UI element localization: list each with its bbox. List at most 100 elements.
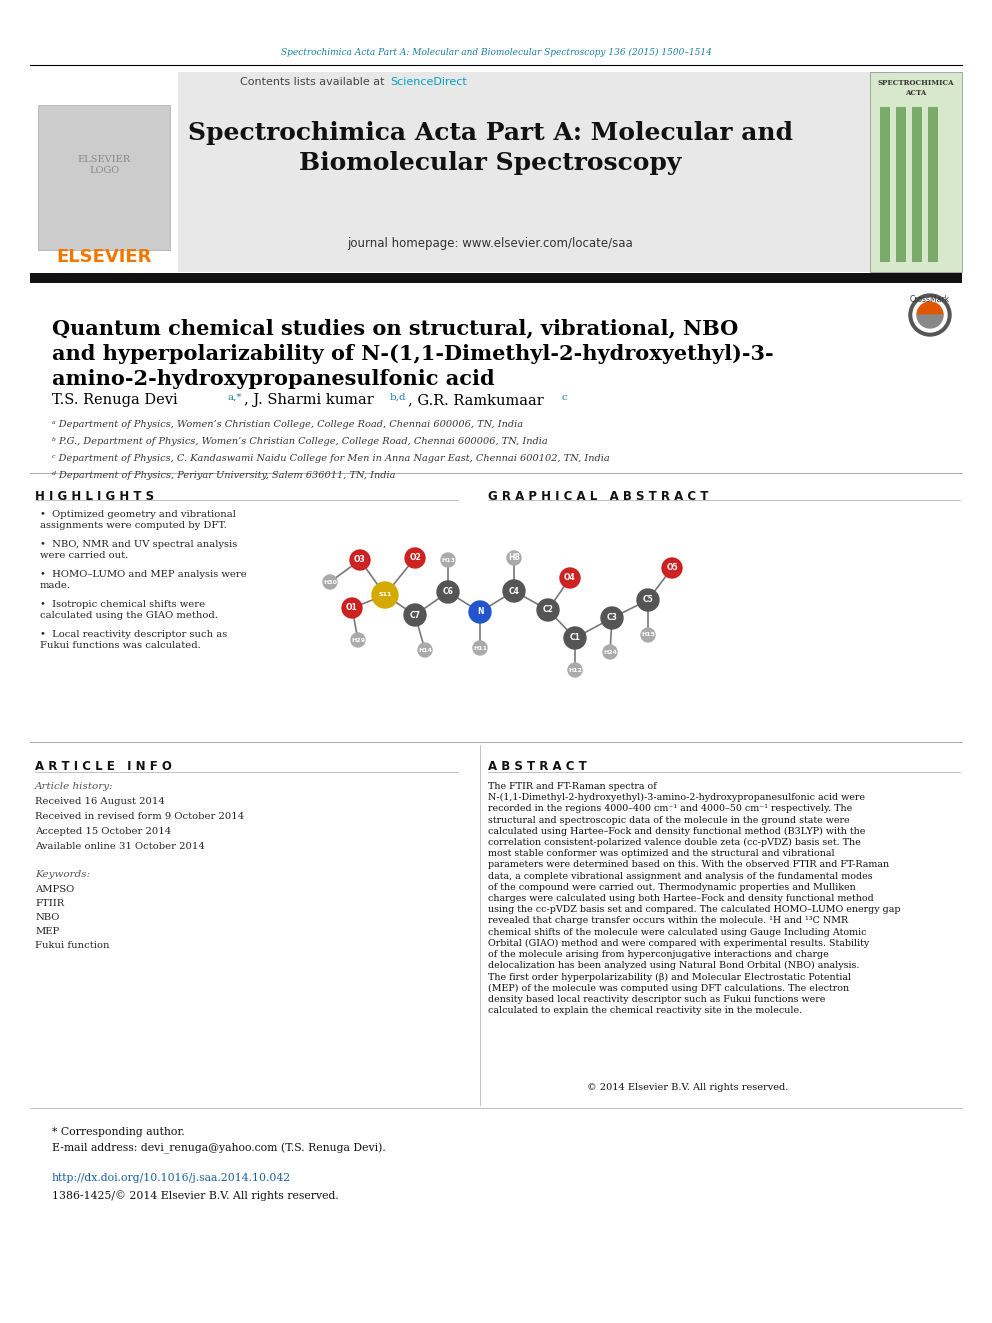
Text: C2: C2 (543, 606, 554, 614)
Text: of the molecule arising from hyperconjugative interactions and charge: of the molecule arising from hyperconjug… (488, 950, 828, 959)
FancyBboxPatch shape (912, 107, 922, 262)
Text: SPECTROCHIMICA
ACTA: SPECTROCHIMICA ACTA (878, 79, 954, 97)
Circle shape (603, 646, 617, 659)
Text: structural and spectroscopic data of the molecule in the ground state were: structural and spectroscopic data of the… (488, 815, 849, 824)
Text: , J. Sharmi kumar: , J. Sharmi kumar (244, 393, 378, 407)
Text: H12: H12 (568, 668, 582, 672)
Text: Received 16 August 2014: Received 16 August 2014 (35, 796, 165, 806)
Text: © 2014 Elsevier B.V. All rights reserved.: © 2014 Elsevier B.V. All rights reserved… (587, 1084, 789, 1091)
Circle shape (560, 568, 580, 587)
Circle shape (913, 298, 947, 332)
Text: Received in revised form 9 October 2014: Received in revised form 9 October 2014 (35, 812, 244, 822)
Text: C7: C7 (410, 610, 421, 619)
Text: ᶜ Department of Physics, C. Kandaswami Naidu College for Men in Anna Nagar East,: ᶜ Department of Physics, C. Kandaswami N… (52, 454, 610, 463)
Text: •  Isotropic chemical shifts were
calculated using the GIAO method.: • Isotropic chemical shifts were calcula… (40, 601, 218, 620)
Text: N-(1,1-Dimethyl-2-hydroxyethyl)-3-amino-2-hydroxypropanesulfonic acid were: N-(1,1-Dimethyl-2-hydroxyethyl)-3-amino-… (488, 794, 865, 802)
Circle shape (351, 632, 365, 647)
Text: b,d: b,d (390, 393, 407, 402)
Text: recorded in the regions 4000–400 cm⁻¹ and 4000–50 cm⁻¹ respectively. The: recorded in the regions 4000–400 cm⁻¹ an… (488, 804, 852, 814)
Text: Spectrochimica Acta Part A: Molecular and
Biomolecular Spectroscopy: Spectrochimica Acta Part A: Molecular an… (187, 120, 793, 176)
Circle shape (568, 663, 582, 677)
Text: parameters were determined based on this. With the observed FTIR and FT-Raman: parameters were determined based on this… (488, 860, 889, 869)
Text: O1: O1 (346, 603, 358, 613)
Text: AMPSO: AMPSO (35, 885, 74, 894)
Text: of the compound were carried out. Thermodynamic properties and Mulliken: of the compound were carried out. Thermo… (488, 882, 856, 892)
Text: H8: H8 (508, 553, 520, 562)
Circle shape (405, 548, 425, 568)
Text: NBO: NBO (35, 913, 60, 922)
Text: revealed that charge transfer occurs within the molecule. ¹H and ¹³C NMR: revealed that charge transfer occurs wit… (488, 917, 848, 925)
Text: The first order hyperpolarizability (β) and Molecular Electrostatic Potential: The first order hyperpolarizability (β) … (488, 972, 851, 982)
Text: C1: C1 (569, 634, 580, 643)
Text: E-mail address: devi_renuga@yahoo.com (T.S. Renuga Devi).: E-mail address: devi_renuga@yahoo.com (T… (52, 1143, 386, 1154)
Text: correlation consistent-polarized valence double zeta (cc-pVDZ) basis set. The: correlation consistent-polarized valence… (488, 837, 861, 847)
Text: using the cc-pVDZ basis set and compared. The calculated HOMO–LUMO energy gap: using the cc-pVDZ basis set and compared… (488, 905, 901, 914)
Text: * Corresponding author.: * Corresponding author. (52, 1127, 185, 1136)
Text: Orbital (GIAO) method and were compared with experimental results. Stability: Orbital (GIAO) method and were compared … (488, 939, 869, 947)
Circle shape (507, 550, 521, 565)
Text: c: c (562, 393, 567, 402)
Circle shape (404, 605, 426, 626)
Text: A B S T R A C T: A B S T R A C T (488, 759, 586, 773)
FancyBboxPatch shape (880, 107, 890, 262)
Text: O5: O5 (667, 564, 678, 573)
Circle shape (469, 601, 491, 623)
Text: N: N (477, 607, 483, 617)
Circle shape (372, 582, 398, 609)
Text: A R T I C L E   I N F O: A R T I C L E I N F O (35, 759, 172, 773)
Text: C3: C3 (606, 614, 617, 623)
Circle shape (437, 581, 459, 603)
Text: ELSEVIER: ELSEVIER (57, 247, 152, 266)
Circle shape (342, 598, 362, 618)
Circle shape (418, 643, 432, 658)
Text: ᵇ P.G., Department of Physics, Women’s Christian College, College Road, Chennai : ᵇ P.G., Department of Physics, Women’s C… (52, 437, 548, 446)
Text: calculated using Hartee–Fock and density functional method (B3LYP) with the: calculated using Hartee–Fock and density… (488, 827, 865, 836)
Text: Keywords:: Keywords: (35, 871, 90, 878)
Text: most stable conformer was optimized and the structural and vibrational: most stable conformer was optimized and … (488, 849, 834, 859)
FancyBboxPatch shape (38, 105, 170, 250)
Wedge shape (917, 315, 943, 328)
Text: ELSEVIER
LOGO: ELSEVIER LOGO (77, 155, 131, 175)
Text: H13: H13 (441, 557, 455, 562)
Text: http://dx.doi.org/10.1016/j.saa.2014.10.042: http://dx.doi.org/10.1016/j.saa.2014.10.… (52, 1174, 292, 1183)
FancyBboxPatch shape (30, 71, 892, 273)
Text: MEP: MEP (35, 927, 60, 935)
Text: O4: O4 (564, 573, 576, 582)
Text: CrossMark: CrossMark (910, 295, 950, 304)
Circle shape (909, 294, 951, 336)
Text: Quantum chemical studies on structural, vibrational, NBO
and hyperpolarizability: Quantum chemical studies on structural, … (52, 318, 774, 389)
Text: O2: O2 (409, 553, 421, 562)
Text: O3: O3 (354, 556, 366, 565)
FancyBboxPatch shape (896, 107, 906, 262)
Text: •  NBO, NMR and UV spectral analysis
were carried out.: • NBO, NMR and UV spectral analysis were… (40, 540, 237, 560)
Text: a,*: a,* (228, 393, 242, 402)
Wedge shape (917, 302, 943, 315)
FancyBboxPatch shape (30, 273, 962, 283)
Text: charges were calculated using both Hartee–Fock and density functional method: charges were calculated using both Harte… (488, 894, 874, 904)
Text: calculated to explain the chemical reactivity site in the molecule.: calculated to explain the chemical react… (488, 1005, 803, 1015)
FancyBboxPatch shape (30, 71, 178, 273)
Circle shape (662, 558, 682, 578)
Circle shape (473, 642, 487, 655)
Text: C5: C5 (643, 595, 654, 605)
Text: Article history:: Article history: (35, 782, 114, 791)
Text: ᵃ Department of Physics, Women’s Christian College, College Road, Chennai 600006: ᵃ Department of Physics, Women’s Christi… (52, 419, 523, 429)
Circle shape (350, 550, 370, 570)
Circle shape (503, 579, 525, 602)
Text: FTIIR: FTIIR (35, 900, 64, 908)
Text: C4: C4 (509, 586, 520, 595)
Text: 1386-1425/© 2014 Elsevier B.V. All rights reserved.: 1386-1425/© 2014 Elsevier B.V. All right… (52, 1189, 338, 1201)
Text: •  Local reactivity descriptor such as
Fukui functions was calculated.: • Local reactivity descriptor such as Fu… (40, 630, 227, 650)
Circle shape (441, 553, 455, 568)
Text: data, a complete vibrational assignment and analysis of the fundamental modes: data, a complete vibrational assignment … (488, 872, 873, 881)
FancyBboxPatch shape (928, 107, 938, 262)
Text: H14: H14 (418, 647, 432, 652)
Text: H11: H11 (473, 646, 487, 651)
Circle shape (601, 607, 623, 628)
Text: chemical shifts of the molecule were calculated using Gauge Including Atomic: chemical shifts of the molecule were cal… (488, 927, 866, 937)
Text: Spectrochimica Acta Part A: Molecular and Biomolecular Spectroscopy 136 (2015) 1: Spectrochimica Acta Part A: Molecular an… (281, 48, 711, 57)
Text: H24: H24 (603, 650, 617, 655)
Text: Available online 31 October 2014: Available online 31 October 2014 (35, 841, 205, 851)
Text: ScienceDirect: ScienceDirect (390, 77, 467, 87)
Text: C6: C6 (442, 587, 453, 597)
